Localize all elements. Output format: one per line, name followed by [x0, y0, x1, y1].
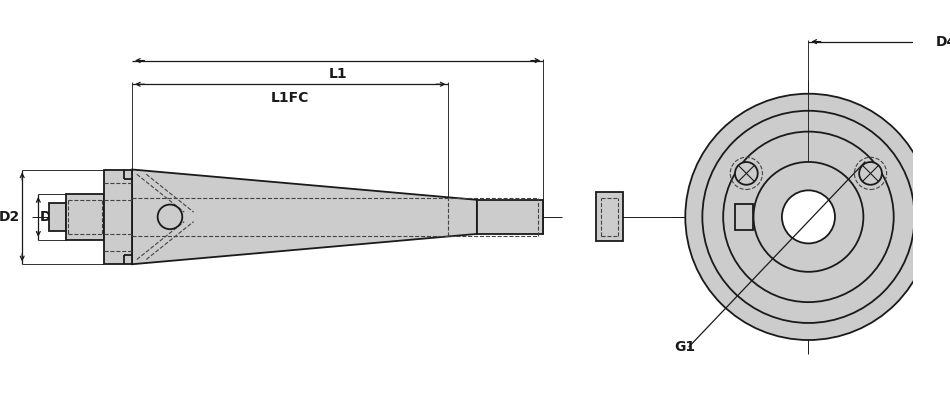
Circle shape: [782, 190, 835, 243]
Circle shape: [685, 94, 932, 340]
Polygon shape: [477, 200, 543, 234]
Text: D4: D4: [936, 35, 950, 49]
Text: D2: D2: [0, 210, 20, 224]
Text: G1: G1: [674, 340, 695, 354]
Polygon shape: [48, 203, 66, 231]
Circle shape: [735, 162, 758, 185]
Polygon shape: [597, 192, 623, 241]
Text: L1: L1: [329, 67, 347, 81]
Bar: [734, 204, 753, 230]
Polygon shape: [66, 194, 104, 240]
Circle shape: [859, 162, 882, 185]
Text: L1FC: L1FC: [271, 91, 310, 105]
Polygon shape: [132, 169, 477, 264]
Text: D1: D1: [40, 210, 62, 224]
Circle shape: [753, 162, 864, 272]
Circle shape: [158, 204, 182, 229]
Polygon shape: [104, 169, 132, 264]
